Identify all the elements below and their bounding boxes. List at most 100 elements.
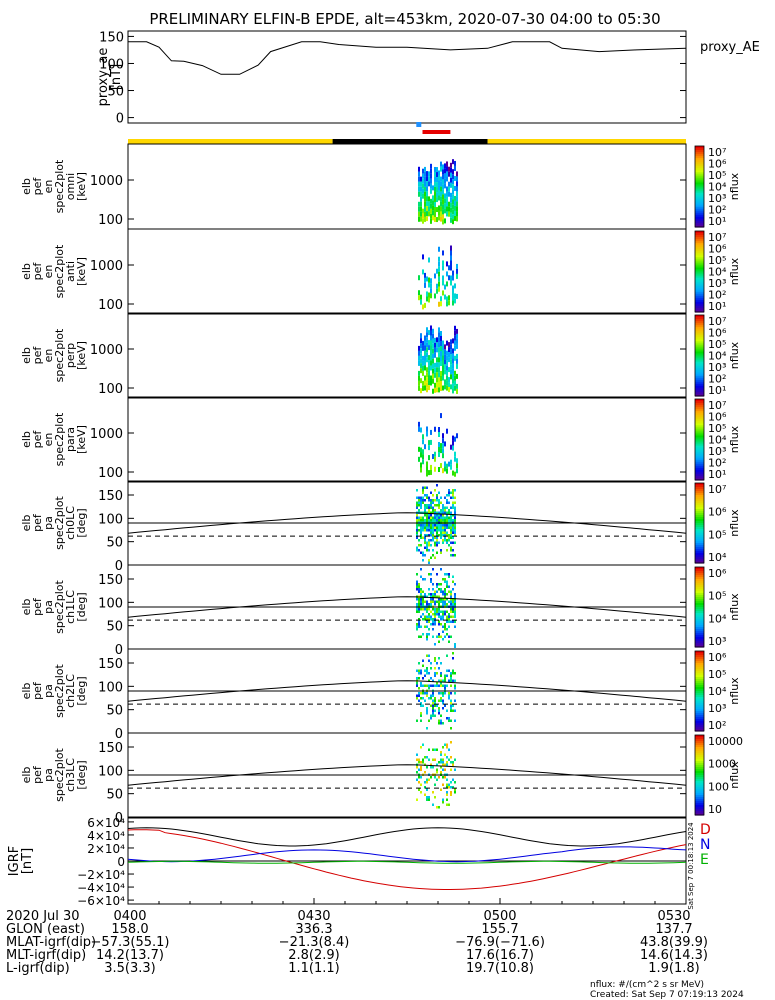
pitch-cell [450,635,452,638]
spectrogram-cell [422,355,424,361]
spectrogram-frame [127,312,687,399]
spectrogram-cell [418,206,420,212]
pitch-cell [432,534,434,537]
pitch-cell [442,615,444,618]
pitch-cell [418,598,420,601]
colorbar-segment [695,633,704,636]
pitch-cell [424,524,426,527]
pitch-cell [438,712,440,715]
colorbar-segment [695,543,704,546]
panel-ylabel: pef [31,597,44,616]
spectrogram-cell [452,159,454,165]
pitch-cell [432,707,434,710]
colorbar-segment [695,745,704,748]
spectrogram-cell [452,174,454,180]
colorbar-segment [695,791,704,794]
pitch-cell [440,682,442,685]
pitch-cell [438,526,440,529]
pitch-cell [452,672,454,675]
colorbar-label: 10² [708,719,726,732]
pitch-cell [448,640,450,643]
spectrogram-cell [444,218,446,224]
colorbar-segment [695,599,704,602]
igrf-ytick-label: 2×10⁴ [87,842,125,856]
pitch-cell [426,486,428,489]
pitch-cell [430,578,432,581]
colorbar-segment [695,763,704,766]
pitch-cell [428,620,430,623]
pitch-cell [420,702,422,705]
pitch-cell [418,781,420,784]
spectrogram-cell [442,194,444,200]
pitch-cell [450,761,452,764]
colorbar-segment [695,477,704,481]
colorbar-segment [695,321,704,324]
spectrogram-cell [440,463,442,469]
pitch-cell [436,768,438,771]
spectrogram-cell [426,342,428,348]
colorbar-label: 10³ [708,445,726,458]
colorbar-segment [695,453,704,457]
spectrogram-cell [456,201,458,207]
pitch-cell [430,615,432,618]
pitch-cell [424,499,426,502]
pitch-cell [426,781,428,784]
spectrogram-cell [450,202,452,208]
spectrogram-cell [440,181,442,187]
colorbar-segment [695,208,704,212]
spectrogram-cell [434,166,436,172]
colorbar-segment [695,409,704,412]
colorbar-segment [695,245,704,248]
pitch-cell [418,496,420,499]
pitch-cell [442,598,444,601]
pitch-cell [452,598,454,601]
pitch-cell [446,514,448,517]
spectrogram-cell [440,380,442,386]
pitch-cell [428,524,430,527]
spectrogram-cell [426,367,428,373]
spectrogram-cell [428,385,430,391]
panel-ylabel: elb [20,767,33,784]
colorbar-segment [695,385,704,389]
colorbar-segment [695,295,704,299]
spectrogram-cell [420,363,422,369]
pitch-cell [420,531,422,534]
pitch-cell [424,504,426,507]
pitch-cell [440,536,442,539]
colorbar-segment [695,399,704,402]
pitch-cell [452,778,454,781]
pitch-cell [446,763,448,766]
pitch-cell [438,709,440,712]
pitch-cell [426,635,428,638]
pitch-cell [430,662,432,665]
panel-ylabel: en [42,433,55,447]
pitch-cell [438,524,440,527]
pitch-cell [444,595,446,598]
pitch-cell [428,654,430,657]
panel-ylabel: spec2plot [53,328,66,382]
pitch-cell [446,798,448,801]
spectrogram-cell [444,466,446,472]
axis-row-value: 14.6(14.3) [640,948,708,963]
pitch-cell [430,580,432,583]
spectrogram-cell [456,191,458,197]
igrf-ylabel: [nT] [20,848,35,874]
pitch-cell [430,516,432,519]
pitch-cell [426,526,428,529]
colorbar-segment [695,297,704,301]
pitch-cell [448,585,450,588]
spectrogram-cell [430,183,432,189]
colorbar-segment [695,783,704,786]
spectrogram-cell [426,171,428,177]
panel-ylabel: elb [20,599,33,616]
spectrogram-cell [424,360,426,366]
pitch-cell [440,635,442,638]
colorbar-segment [695,521,704,524]
spectrogram-cell [422,304,424,310]
spectrogram-cell [456,433,458,439]
pitch-cell [426,766,428,769]
pitch-cell [436,526,438,529]
pitch-cell [426,541,428,544]
spectrogram-cell [442,350,444,356]
spectrogram-cell [448,377,450,383]
